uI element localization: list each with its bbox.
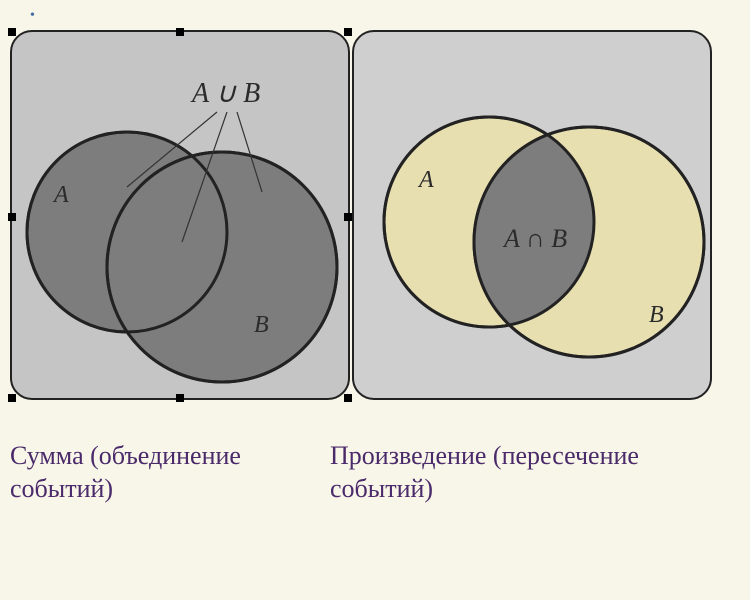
int-label-a: A <box>417 167 434 193</box>
int-op-label: A ∩ B <box>502 224 567 253</box>
handle-tr <box>344 28 352 36</box>
union-op-label: A ∪ B <box>190 78 260 109</box>
caption-union: Сумма (объединение событий) <box>10 440 310 505</box>
union-venn: A ∪ B A B <box>12 32 348 398</box>
diagram-area: A ∪ B A B A <box>10 30 710 430</box>
handle-bc <box>176 394 184 402</box>
intersection-panel: A B A ∩ B <box>352 30 712 400</box>
handle-bl <box>8 394 16 402</box>
decorative-dots: • <box>30 8 35 24</box>
caption-intersection: Произведение (пересечение событий) <box>330 440 730 505</box>
union-label-b: B <box>254 312 269 338</box>
handle-mr <box>344 213 352 221</box>
handle-ml <box>8 213 16 221</box>
intersection-venn: A B A ∩ B <box>354 32 710 398</box>
union-label-a: A <box>52 182 69 208</box>
union-panel: A ∪ B A B <box>10 30 350 400</box>
int-label-b: B <box>649 302 664 328</box>
captions-row: Сумма (объединение событий) Произведение… <box>10 440 730 505</box>
handle-tl <box>8 28 16 36</box>
handle-tc <box>176 28 184 36</box>
handle-br <box>344 394 352 402</box>
